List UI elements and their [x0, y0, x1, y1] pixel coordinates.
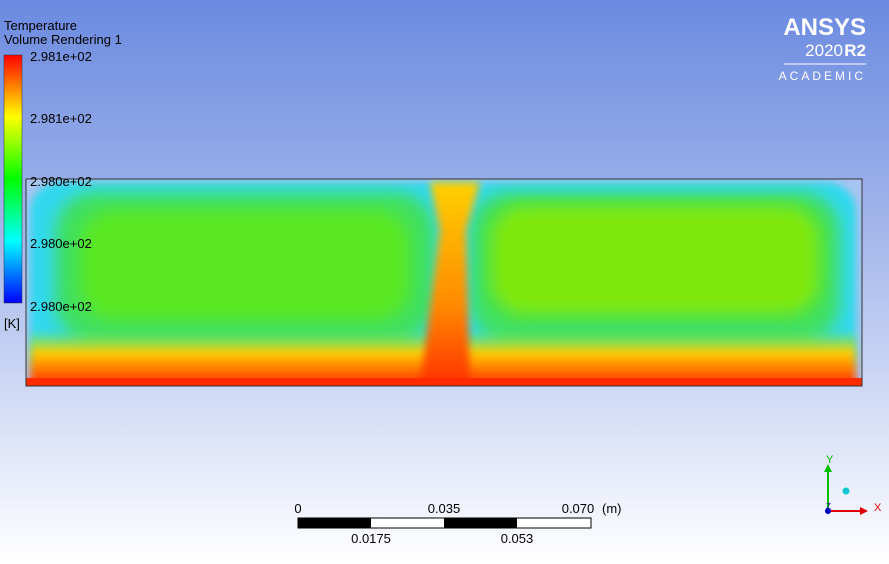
- domain-outline: [25, 178, 863, 387]
- legend-title: Temperature: [4, 18, 77, 33]
- scale-bar: [297, 517, 592, 529]
- logo-brand: ANSYS: [783, 14, 866, 41]
- axis-label-x: X: [874, 502, 882, 514]
- temperature-field: [26, 179, 862, 386]
- legend-subtitle: Volume Rendering 1: [4, 32, 122, 47]
- scale-label: 0.053: [501, 531, 534, 546]
- axis-label-z: Z: [826, 502, 831, 511]
- scale-label: 0.070: [562, 501, 595, 516]
- legend-label: 2.981e+02: [30, 111, 92, 126]
- legend-label: 2.980e+02: [30, 236, 92, 251]
- logo-release: R2: [844, 41, 866, 60]
- legend-unit: [K]: [4, 316, 20, 331]
- logo-version: 2020: [805, 41, 843, 60]
- scale-label: 0.035: [428, 501, 461, 516]
- scale-label: 0.0175: [351, 531, 391, 546]
- axis-triad: [824, 464, 868, 515]
- legend-label: 2.980e+02: [30, 299, 92, 314]
- color-bar: [3, 54, 23, 304]
- scale-label: 0: [294, 501, 301, 516]
- scale-unit: (m): [602, 501, 622, 516]
- legend-label: 2.981e+02: [30, 49, 92, 64]
- logo-edition: ACADEMIC: [779, 69, 866, 83]
- axis-label-y: Y: [826, 454, 834, 466]
- legend-label: 2.980e+02: [30, 174, 92, 189]
